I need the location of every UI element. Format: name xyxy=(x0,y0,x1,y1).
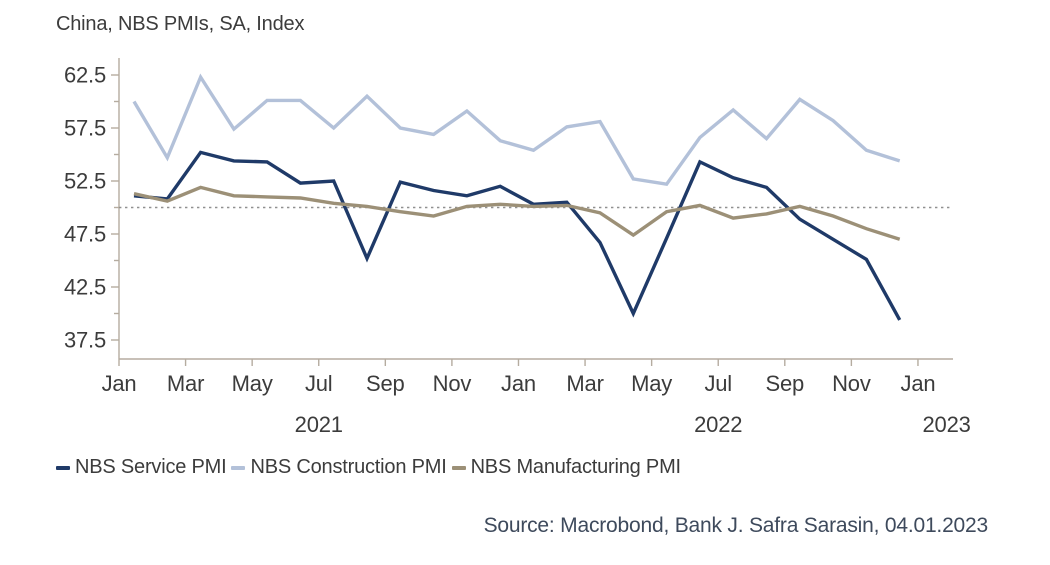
y-axis-label: 47.5 xyxy=(64,222,106,247)
x-axis-year-label: 2021 xyxy=(295,412,343,437)
series-line-nbs-construction-pmi xyxy=(132,73,901,187)
x-axis-month-label: Jul xyxy=(305,371,333,396)
y-axis-label: 52.5 xyxy=(64,169,106,194)
legend-dash-icon xyxy=(451,465,466,470)
x-axis-year-label: 2022 xyxy=(694,412,742,437)
x-axis-month-label: Jul xyxy=(704,371,732,396)
series-line-nbs-service-pmi xyxy=(133,150,902,321)
legend-item-nbs-service-pmi: NBS Service PMI xyxy=(56,456,227,479)
x-axis-month-label: Nov xyxy=(832,371,871,396)
x-axis-year-label: 2023 xyxy=(923,412,971,437)
x-axis-month-label: Mar xyxy=(167,371,204,396)
pmi-line-chart: 62.5 57.5 52.5 47.5 42.5 37.5 Jan Mar May Jul Sep N… xyxy=(64,58,971,437)
legend-label: NBS Service PMI xyxy=(75,456,227,478)
x-axis-month-label: Jan xyxy=(501,371,536,396)
legend-label: NBS Manufacturing PMI xyxy=(470,456,682,478)
source-text: Source: Macrobond, Bank J. Safra Sarasin… xyxy=(483,514,989,537)
legend-label: NBS Construction PMI xyxy=(250,456,447,478)
legend-dash-icon xyxy=(231,465,246,470)
chart-legend: NBS Service PMI NBS Construction PMI NBS M… xyxy=(56,456,686,479)
x-axis-month-label: May xyxy=(232,371,273,396)
x-axis-month-label: Jan xyxy=(901,371,936,396)
x-axis-month-label: Sep xyxy=(366,371,405,396)
legend-dash-icon xyxy=(56,465,70,470)
y-axis-label: 42.5 xyxy=(64,275,106,300)
chart-title: China, NBS PMIs, SA, Index xyxy=(56,13,305,35)
x-axis-month-label: Mar xyxy=(566,371,603,396)
legend-item-nbs-manufacturing-pmi: NBS Manufacturing PMI xyxy=(451,456,682,479)
legend-item-nbs-construction-pmi: NBS Construction PMI xyxy=(231,456,447,479)
series-line-nbs-manufacturing-pmi xyxy=(133,185,901,241)
y-axis-label: 62.5 xyxy=(64,63,106,88)
y-axis-label: 37.5 xyxy=(64,328,106,353)
x-axis-month-label: Jan xyxy=(102,371,137,396)
x-axis-month-label: May xyxy=(631,371,672,396)
y-axis-label: 57.5 xyxy=(64,116,106,141)
x-axis-month-label: Nov xyxy=(433,371,472,396)
x-axis-month-label: Sep xyxy=(766,371,805,396)
